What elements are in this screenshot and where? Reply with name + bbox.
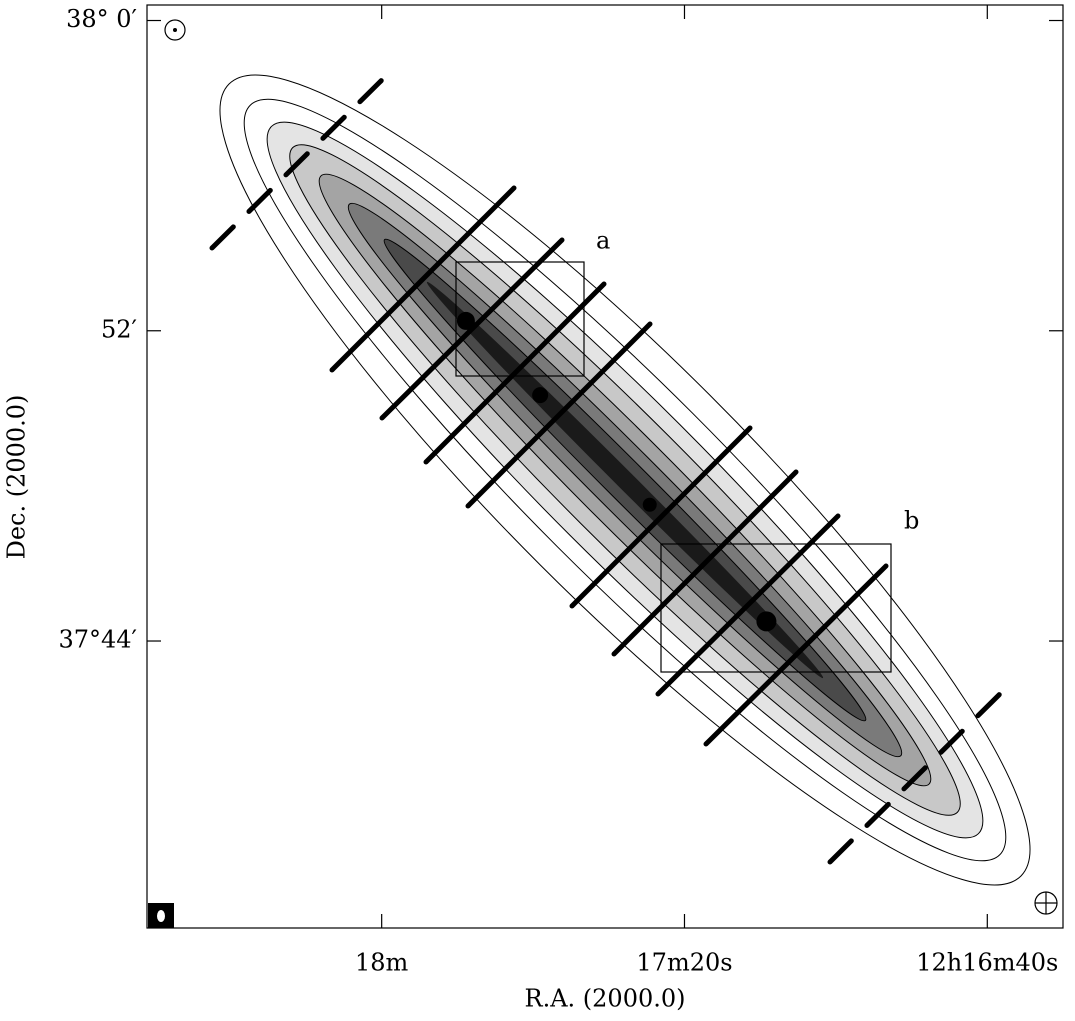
sun-symbol (173, 28, 177, 32)
knot (532, 387, 549, 404)
beam (157, 910, 165, 922)
region-box (660, 543, 892, 673)
slit (423, 281, 607, 465)
slit (611, 469, 799, 657)
y-tick-label: 52′ (101, 315, 137, 343)
sun-symbol (164, 19, 186, 41)
slit (655, 513, 841, 697)
galaxy-image (219, 74, 1031, 886)
slit (703, 563, 889, 747)
slit (209, 69, 393, 251)
slit (569, 425, 753, 609)
slit (465, 321, 653, 509)
y-tick-label: 38° 0′ (66, 5, 137, 33)
region-box (455, 261, 585, 377)
x-tick-label: 12h16m40s (916, 949, 1058, 977)
slit (379, 237, 565, 421)
knot (756, 611, 777, 632)
annotation: a (596, 227, 610, 255)
y-axis-label: Dec. (2000.0) (3, 395, 31, 560)
plot-frame (146, 4, 1064, 929)
core (426, 281, 824, 679)
knot (642, 497, 657, 512)
knot (456, 311, 475, 330)
symbols (148, 19, 1058, 928)
x-tick-label: 18m (355, 949, 409, 977)
x-axis-label: R.A. (2000.0) (525, 985, 686, 1013)
slits (209, 69, 1011, 865)
slit (827, 683, 1011, 865)
slit (329, 185, 517, 373)
y-tick-label: 37°44′ (58, 626, 137, 654)
annotation: b (904, 507, 919, 535)
x-tick-label: 17m20s (636, 949, 732, 977)
